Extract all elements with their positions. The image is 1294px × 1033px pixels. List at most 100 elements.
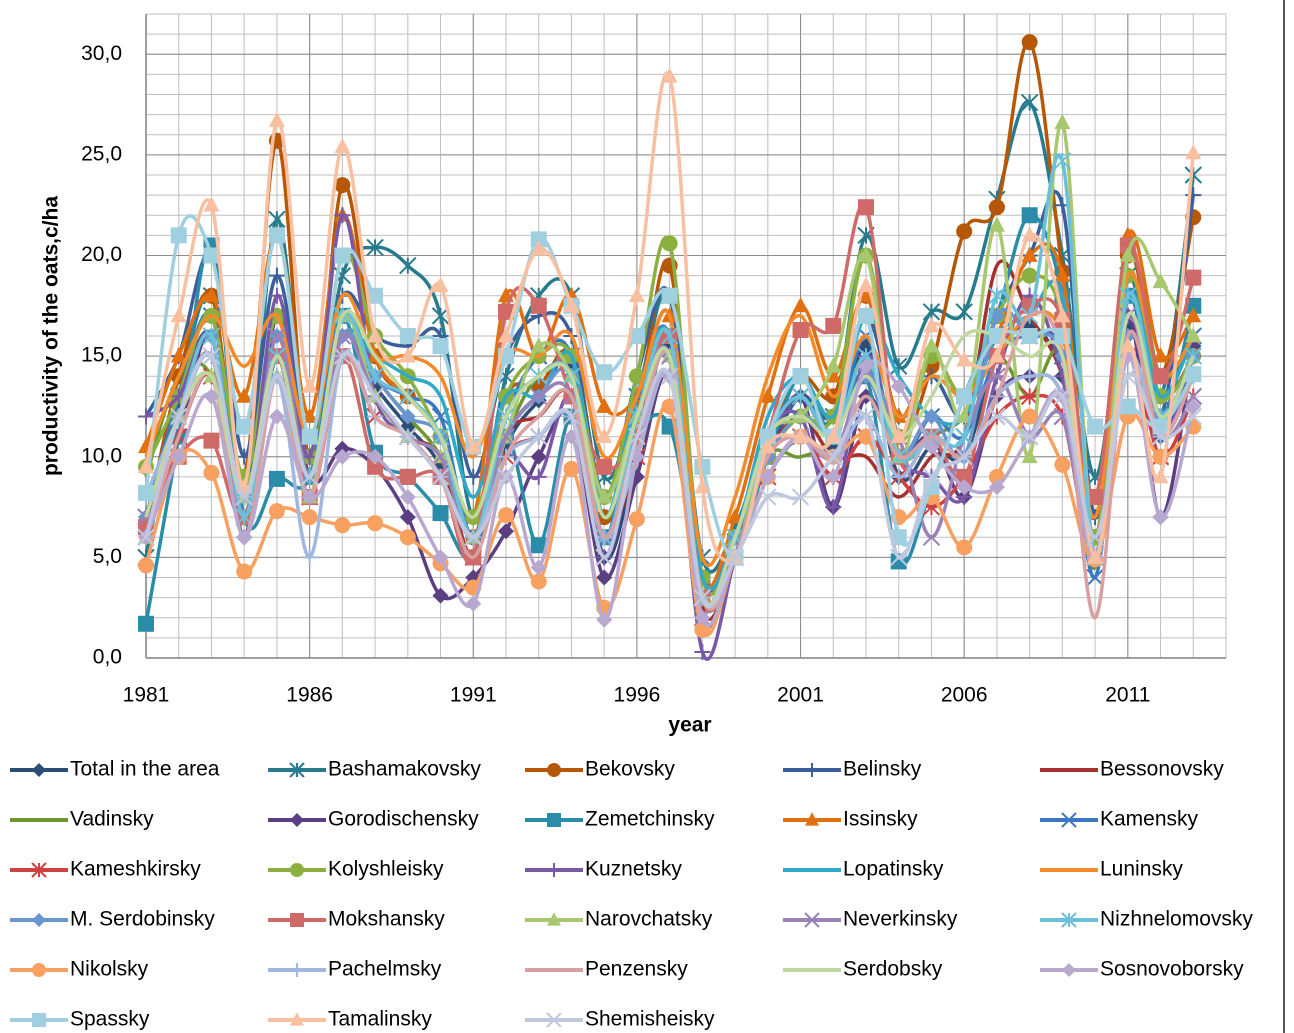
marker <box>366 387 384 406</box>
marker <box>170 347 187 363</box>
marker <box>138 615 154 632</box>
marker <box>988 199 1005 216</box>
x-tick-label: 2006 <box>941 684 988 707</box>
marker <box>268 267 285 284</box>
legend-label: Kuznetsky <box>585 858 682 881</box>
marker <box>530 559 547 576</box>
marker <box>562 407 581 426</box>
marker <box>1021 207 1038 224</box>
marker <box>988 407 1006 426</box>
marker <box>170 227 187 244</box>
marker <box>432 587 449 604</box>
marker <box>268 210 286 228</box>
marker <box>1151 427 1170 446</box>
series <box>137 347 1202 609</box>
marker <box>31 862 47 878</box>
marker <box>203 388 220 405</box>
legend-label: Kameshkirsky <box>70 858 201 881</box>
marker <box>595 548 613 567</box>
marker <box>334 177 351 194</box>
marker <box>596 488 613 504</box>
marker <box>290 1012 304 1026</box>
marker <box>367 448 384 465</box>
marker <box>236 387 253 403</box>
marker <box>988 347 1005 363</box>
marker <box>805 763 819 777</box>
marker <box>805 812 819 826</box>
marker <box>498 523 514 540</box>
legend-label: Issinsky <box>843 808 918 831</box>
marker <box>1021 328 1038 344</box>
marker <box>1021 246 1038 262</box>
legend-item: Bashamakovsky <box>268 758 481 781</box>
legend-label: Zemetchinsky <box>585 808 715 831</box>
y-tick-label: 15,0 <box>81 344 122 367</box>
legend-item: Sosnovoborsky <box>1040 958 1244 981</box>
marker <box>1087 418 1104 435</box>
marker <box>268 227 285 244</box>
legend-item: Bessonovsky <box>1040 758 1224 781</box>
legend-item: Belinsky <box>783 758 922 781</box>
marker <box>858 307 874 324</box>
marker <box>301 428 318 445</box>
marker <box>694 609 711 626</box>
marker <box>203 196 220 212</box>
marker <box>399 489 416 505</box>
marker <box>1021 34 1038 51</box>
marker <box>399 427 417 446</box>
marker <box>498 507 514 524</box>
marker <box>334 517 351 534</box>
marker <box>268 111 285 128</box>
marker <box>596 458 613 475</box>
legend-item: Luninsky <box>1040 858 1183 881</box>
marker <box>858 246 874 262</box>
marker <box>432 338 449 355</box>
legend-item: Lopatinsky <box>783 858 944 881</box>
legend-label: Kamensky <box>1100 808 1199 831</box>
marker <box>1185 366 1202 383</box>
legend-item: Kuznetsky <box>525 858 682 881</box>
marker <box>825 468 842 485</box>
marker <box>988 216 1005 232</box>
marker <box>825 317 842 334</box>
y-tick-label: 0,0 <box>93 646 122 669</box>
marker <box>988 287 1006 305</box>
marker <box>203 432 220 449</box>
legend-item: Bekovsky <box>525 758 675 781</box>
marker <box>1185 297 1202 314</box>
legend-item: Nikolsky <box>10 958 149 981</box>
marker <box>170 448 187 465</box>
marker <box>988 478 1005 495</box>
marker <box>955 427 973 446</box>
marker <box>498 327 514 343</box>
legend-label: Sosnovoborsky <box>1100 958 1244 981</box>
legend-label: Lopatinsky <box>843 858 944 881</box>
marker <box>432 505 449 522</box>
marker <box>546 1012 562 1028</box>
marker <box>956 351 973 367</box>
legend-item: Zemetchinsky <box>525 808 715 831</box>
marker <box>890 357 908 375</box>
marker <box>465 468 482 485</box>
marker <box>530 337 547 353</box>
marker <box>759 387 776 403</box>
legend-item: Kameshkirsky <box>10 858 201 881</box>
marker <box>596 611 613 628</box>
legend-item: Nizhnelomovsky <box>1040 908 1253 931</box>
legend-label: Neverkinsky <box>843 908 958 931</box>
marker <box>1054 307 1071 323</box>
legend-label: Luninsky <box>1100 858 1183 881</box>
marker <box>596 364 613 381</box>
marker <box>956 539 973 556</box>
legend-label: Tamalinsky <box>328 1008 432 1031</box>
marker <box>759 437 776 454</box>
legend-item: Kolyshleisky <box>268 858 444 881</box>
x-tick-label: 2001 <box>777 684 824 707</box>
marker <box>1054 266 1071 283</box>
legend-label: Narovchatsky <box>585 908 713 931</box>
marker <box>290 813 304 827</box>
marker <box>792 368 809 385</box>
legend-item: M. Serdobinsky <box>10 908 215 931</box>
legend-label: Bashamakovsky <box>328 758 481 781</box>
